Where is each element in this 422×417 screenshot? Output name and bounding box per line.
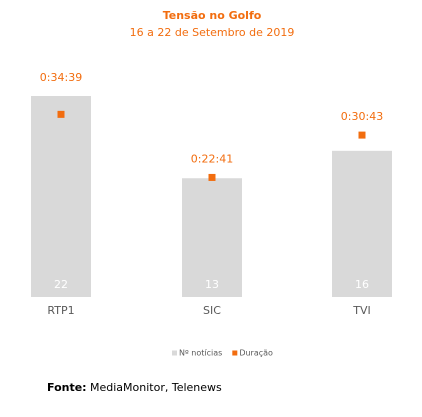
chart-subtitle: 16 a 22 de Setembro de 2019 [130, 26, 295, 39]
duration-marker [208, 173, 216, 181]
bar-value-label: 16 [355, 278, 369, 291]
x-tick-label: RTP1 [47, 304, 74, 317]
bar [31, 96, 91, 298]
bar-value-label: 13 [205, 278, 219, 291]
legend-swatch [172, 350, 177, 356]
duration-label: 0:30:43 [341, 110, 383, 123]
bar [182, 178, 242, 297]
bar-value-label: 22 [54, 278, 68, 291]
legend-swatch [232, 350, 238, 356]
bar [332, 150, 392, 297]
duration-label: 0:34:39 [40, 71, 82, 84]
duration-label: 0:22:41 [191, 152, 233, 165]
source-label: Fonte: [47, 381, 87, 394]
source: Fonte: MediaMonitor, Telenews [47, 381, 222, 394]
x-tick-label: SIC [203, 304, 221, 317]
x-tick-label: TVI [352, 304, 371, 317]
duration-marker [57, 110, 65, 118]
chart-title: Tensão no Golfo [163, 9, 262, 22]
duration-marker [358, 131, 366, 139]
source-text: MediaMonitor, Telenews [90, 381, 222, 394]
legend-label: Nº notícias [179, 349, 222, 358]
legend-label: Duração [239, 349, 273, 358]
